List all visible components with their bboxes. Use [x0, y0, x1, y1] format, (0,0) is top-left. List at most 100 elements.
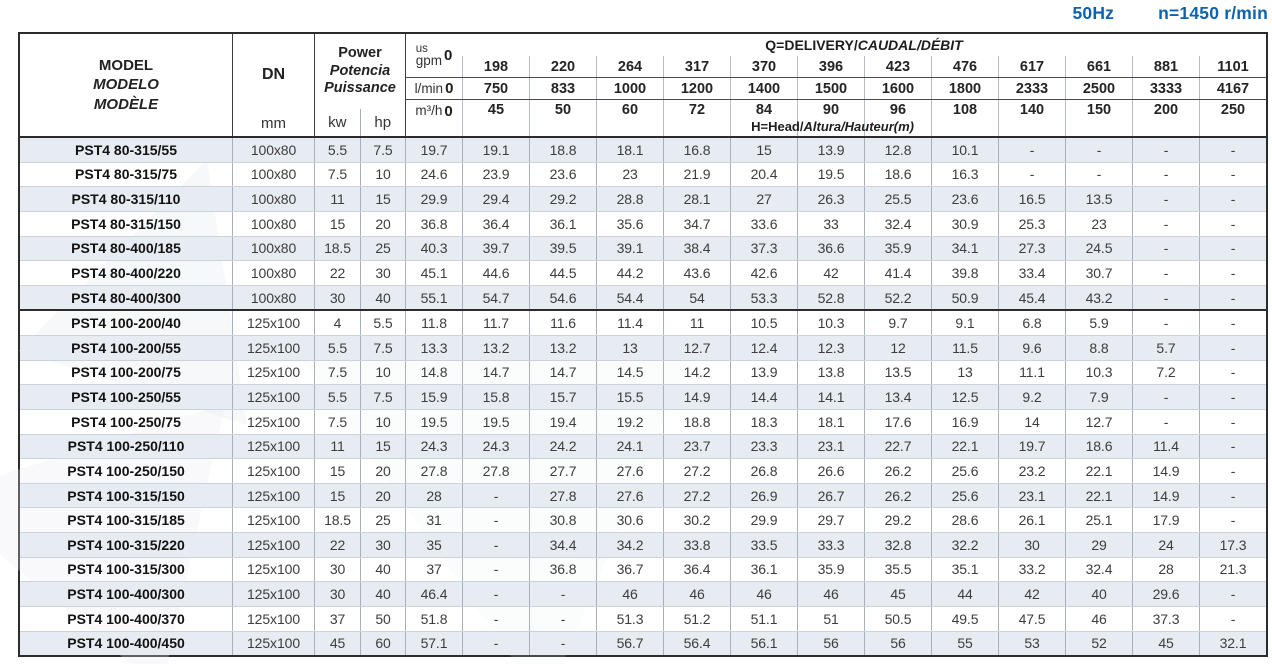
- usgpm-zero-value: 0: [443, 47, 453, 64]
- frequency-label: 50Hz: [1072, 3, 1115, 23]
- delivery-title-italic: CAUDAL/DÉBIT: [857, 37, 963, 53]
- head-value-cell: 54.7: [462, 285, 529, 310]
- model-cell: PST4 100-200/55: [71, 339, 181, 356]
- head-value-cell: 29.7: [797, 508, 864, 532]
- head-value-cell: 13.5: [1065, 187, 1132, 211]
- hp-cell: 50: [360, 606, 405, 631]
- kw-cell: 18.5: [314, 508, 360, 532]
- head-value-cell: 27.8: [405, 459, 462, 483]
- kw-cell: 15: [314, 459, 360, 483]
- head-value-cell: 35.5: [864, 557, 931, 582]
- flow-value-cell: 833: [529, 78, 596, 99]
- head-value-cell: 22.1: [931, 434, 998, 459]
- head-value-cell: -: [1132, 285, 1199, 310]
- flow-value-cell: 476: [931, 56, 998, 77]
- model-header-es: MODELO: [93, 76, 159, 94]
- flow-value-cell: 220: [529, 56, 596, 77]
- head-value-cell: 35.9: [864, 236, 931, 261]
- head-value-cell: 10.1: [931, 138, 998, 162]
- kw-cell: 7.5: [314, 360, 360, 385]
- head-value-cell: 14.7: [529, 360, 596, 385]
- model-cell: PST4 100-315/185: [67, 512, 185, 529]
- head-value-cell: 22.1: [1065, 483, 1132, 508]
- head-value-cell: 14.4: [730, 385, 797, 409]
- table-row: PST4 80-400/300 100x80 30 40 55.1 54.7 54.6 54.…: [20, 284, 1266, 310]
- head-value-cell: 34.1: [931, 236, 998, 261]
- model-cell: PST4 80-315/55: [75, 141, 177, 158]
- head-value-cell: 18.1: [596, 138, 663, 162]
- dn-cell: 125x100: [232, 434, 314, 459]
- head-value-cell: 29.9: [405, 187, 462, 211]
- head-value-cell: 25.6: [931, 483, 998, 508]
- head-value-cell: 14.8: [405, 360, 462, 385]
- head-value-cell: 45.1: [405, 261, 462, 285]
- head-value-cell: 16.9: [931, 409, 998, 434]
- table-body: PST4 80-315/55 100x80 5.5 7.5 19.7 19.1 18.8 18…: [20, 138, 1266, 656]
- head-value-cell: 26.6: [797, 459, 864, 483]
- head-value-cell: -: [1199, 606, 1266, 631]
- head-title: H=Head/Altura/Hauteur(m): [751, 119, 914, 134]
- head-value-cell: 23: [596, 162, 663, 187]
- head-value-cell: 15.7: [529, 385, 596, 409]
- hp-cell: 60: [360, 631, 405, 656]
- head-value-cell: 10.3: [797, 311, 864, 335]
- hp-cell: 25: [360, 236, 405, 261]
- dn-cell: 125x100: [232, 336, 314, 360]
- flow-value-cell: 750: [462, 78, 529, 99]
- head-value-cell: -: [1199, 285, 1266, 310]
- flow-value-cell: 617: [998, 56, 1065, 77]
- head-value-cell: 51.3: [596, 606, 663, 631]
- head-value-cell: 17.3: [1199, 533, 1266, 557]
- head-value-cell: -: [1199, 409, 1266, 434]
- head-value-cell: 52: [1065, 631, 1132, 656]
- model-cell: PST4 100-250/55: [71, 389, 181, 406]
- model-header-fr: MODÈLE: [93, 95, 159, 113]
- head-value-cell: 12.7: [1065, 409, 1132, 434]
- table-row: PST4 100-250/75 125x100 7.5 10 19.5 19.5 19.4 1…: [20, 408, 1266, 434]
- table-row: PST4 100-315/300 125x100 30 40 37-36.8 36.7 36…: [20, 556, 1266, 582]
- head-title-plain: H=Head/: [751, 119, 804, 134]
- table-row: PST4 100-315/185 125x100 18.5 25 31-30.8 30.6…: [20, 507, 1266, 532]
- head-value-cell: -: [529, 631, 596, 656]
- flow-value-cell: 370: [730, 56, 797, 77]
- head-value-cell: 9.6: [998, 336, 1065, 360]
- hp-cell: 25: [360, 508, 405, 532]
- head-value-cell: 13.5: [864, 360, 931, 385]
- head-value-cell: -: [1199, 162, 1266, 187]
- head-value-cell: 14.9: [663, 385, 730, 409]
- head-value-cell: 10.3: [1065, 360, 1132, 385]
- kw-cell: 30: [314, 582, 360, 606]
- flow-value-cell: 2333: [998, 78, 1065, 99]
- head-value-cell: 28: [405, 483, 462, 508]
- hp-cell: 20: [360, 459, 405, 483]
- hp-unit-label: hp: [359, 109, 406, 136]
- table-row: PST4 100-315/220 125x100 22 30 35-34.4 34.2 33…: [20, 532, 1266, 557]
- hp-cell: 10: [360, 360, 405, 385]
- head-value-cell: 52.2: [864, 285, 931, 310]
- head-value-cell: 14.2: [663, 360, 730, 385]
- power-header-en: Power: [338, 44, 382, 61]
- head-value-cell: 14: [998, 409, 1065, 434]
- head-value-cell: -: [1199, 582, 1266, 606]
- head-value-cell: 13.4: [864, 385, 931, 409]
- head-value-cell: 30.6: [596, 508, 663, 532]
- flow-value-cell: 45: [462, 100, 529, 136]
- flow-value-cell: 1600: [864, 78, 931, 99]
- head-value-cell: 21.9: [663, 162, 730, 187]
- head-value-cell: -: [1199, 459, 1266, 483]
- head-value-cell: 46: [730, 582, 797, 606]
- flow-value-cell: 1400: [730, 78, 797, 99]
- kw-cell: 5.5: [314, 385, 360, 409]
- model-header-en: MODEL: [98, 56, 154, 74]
- head-value-cell: 36.6: [797, 236, 864, 261]
- flow-value-cell: 881: [1132, 56, 1199, 77]
- head-value-cell: 42.6: [730, 261, 797, 285]
- head-value-cell: 44.5: [529, 261, 596, 285]
- kw-cell: 45: [314, 631, 360, 656]
- head-value-cell: -: [1132, 236, 1199, 261]
- head-value-cell: 51.8: [405, 606, 462, 631]
- head-value-cell: 33.8: [663, 533, 730, 557]
- table-row: PST4 80-315/150 100x80 15 20 36.8 36.4 36.1 35.…: [20, 210, 1266, 236]
- head-value-cell: -: [998, 162, 1065, 187]
- flow-value-cell: 200: [1132, 100, 1199, 136]
